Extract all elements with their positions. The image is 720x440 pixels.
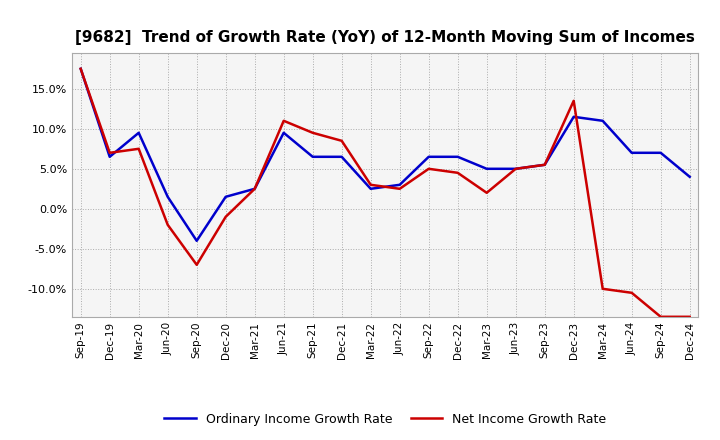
- Net Income Growth Rate: [366, 182, 375, 187]
- Ordinary Income Growth Rate: [163, 194, 172, 199]
- Net Income Growth Rate: [454, 170, 462, 176]
- Net Income Growth Rate: [657, 314, 665, 319]
- Net Income Growth Rate: [105, 150, 114, 155]
- Net Income Growth Rate: [76, 66, 85, 71]
- Ordinary Income Growth Rate: [511, 166, 520, 172]
- Ordinary Income Growth Rate: [424, 154, 433, 159]
- Ordinary Income Growth Rate: [395, 182, 404, 187]
- Net Income Growth Rate: [598, 286, 607, 291]
- Net Income Growth Rate: [685, 314, 694, 319]
- Net Income Growth Rate: [424, 166, 433, 172]
- Net Income Growth Rate: [308, 130, 317, 136]
- Ordinary Income Growth Rate: [76, 66, 85, 71]
- Ordinary Income Growth Rate: [221, 194, 230, 199]
- Net Income Growth Rate: [192, 262, 201, 268]
- Ordinary Income Growth Rate: [627, 150, 636, 155]
- Legend: Ordinary Income Growth Rate, Net Income Growth Rate: Ordinary Income Growth Rate, Net Income …: [159, 407, 611, 430]
- Ordinary Income Growth Rate: [251, 186, 259, 191]
- Net Income Growth Rate: [627, 290, 636, 295]
- Ordinary Income Growth Rate: [454, 154, 462, 159]
- Title: [9682]  Trend of Growth Rate (YoY) of 12-Month Moving Sum of Incomes: [9682] Trend of Growth Rate (YoY) of 12-…: [76, 29, 695, 45]
- Ordinary Income Growth Rate: [685, 174, 694, 180]
- Ordinary Income Growth Rate: [657, 150, 665, 155]
- Net Income Growth Rate: [279, 118, 288, 124]
- Net Income Growth Rate: [482, 190, 491, 195]
- Net Income Growth Rate: [395, 186, 404, 191]
- Ordinary Income Growth Rate: [135, 130, 143, 136]
- Ordinary Income Growth Rate: [598, 118, 607, 124]
- Net Income Growth Rate: [541, 162, 549, 168]
- Ordinary Income Growth Rate: [308, 154, 317, 159]
- Line: Net Income Growth Rate: Net Income Growth Rate: [81, 69, 690, 317]
- Ordinary Income Growth Rate: [541, 162, 549, 168]
- Net Income Growth Rate: [570, 98, 578, 103]
- Net Income Growth Rate: [511, 166, 520, 172]
- Net Income Growth Rate: [251, 186, 259, 191]
- Net Income Growth Rate: [163, 222, 172, 227]
- Net Income Growth Rate: [221, 214, 230, 220]
- Ordinary Income Growth Rate: [279, 130, 288, 136]
- Line: Ordinary Income Growth Rate: Ordinary Income Growth Rate: [81, 69, 690, 241]
- Ordinary Income Growth Rate: [105, 154, 114, 159]
- Ordinary Income Growth Rate: [570, 114, 578, 119]
- Ordinary Income Growth Rate: [366, 186, 375, 191]
- Ordinary Income Growth Rate: [482, 166, 491, 172]
- Net Income Growth Rate: [135, 146, 143, 151]
- Net Income Growth Rate: [338, 138, 346, 143]
- Ordinary Income Growth Rate: [338, 154, 346, 159]
- Ordinary Income Growth Rate: [192, 238, 201, 243]
